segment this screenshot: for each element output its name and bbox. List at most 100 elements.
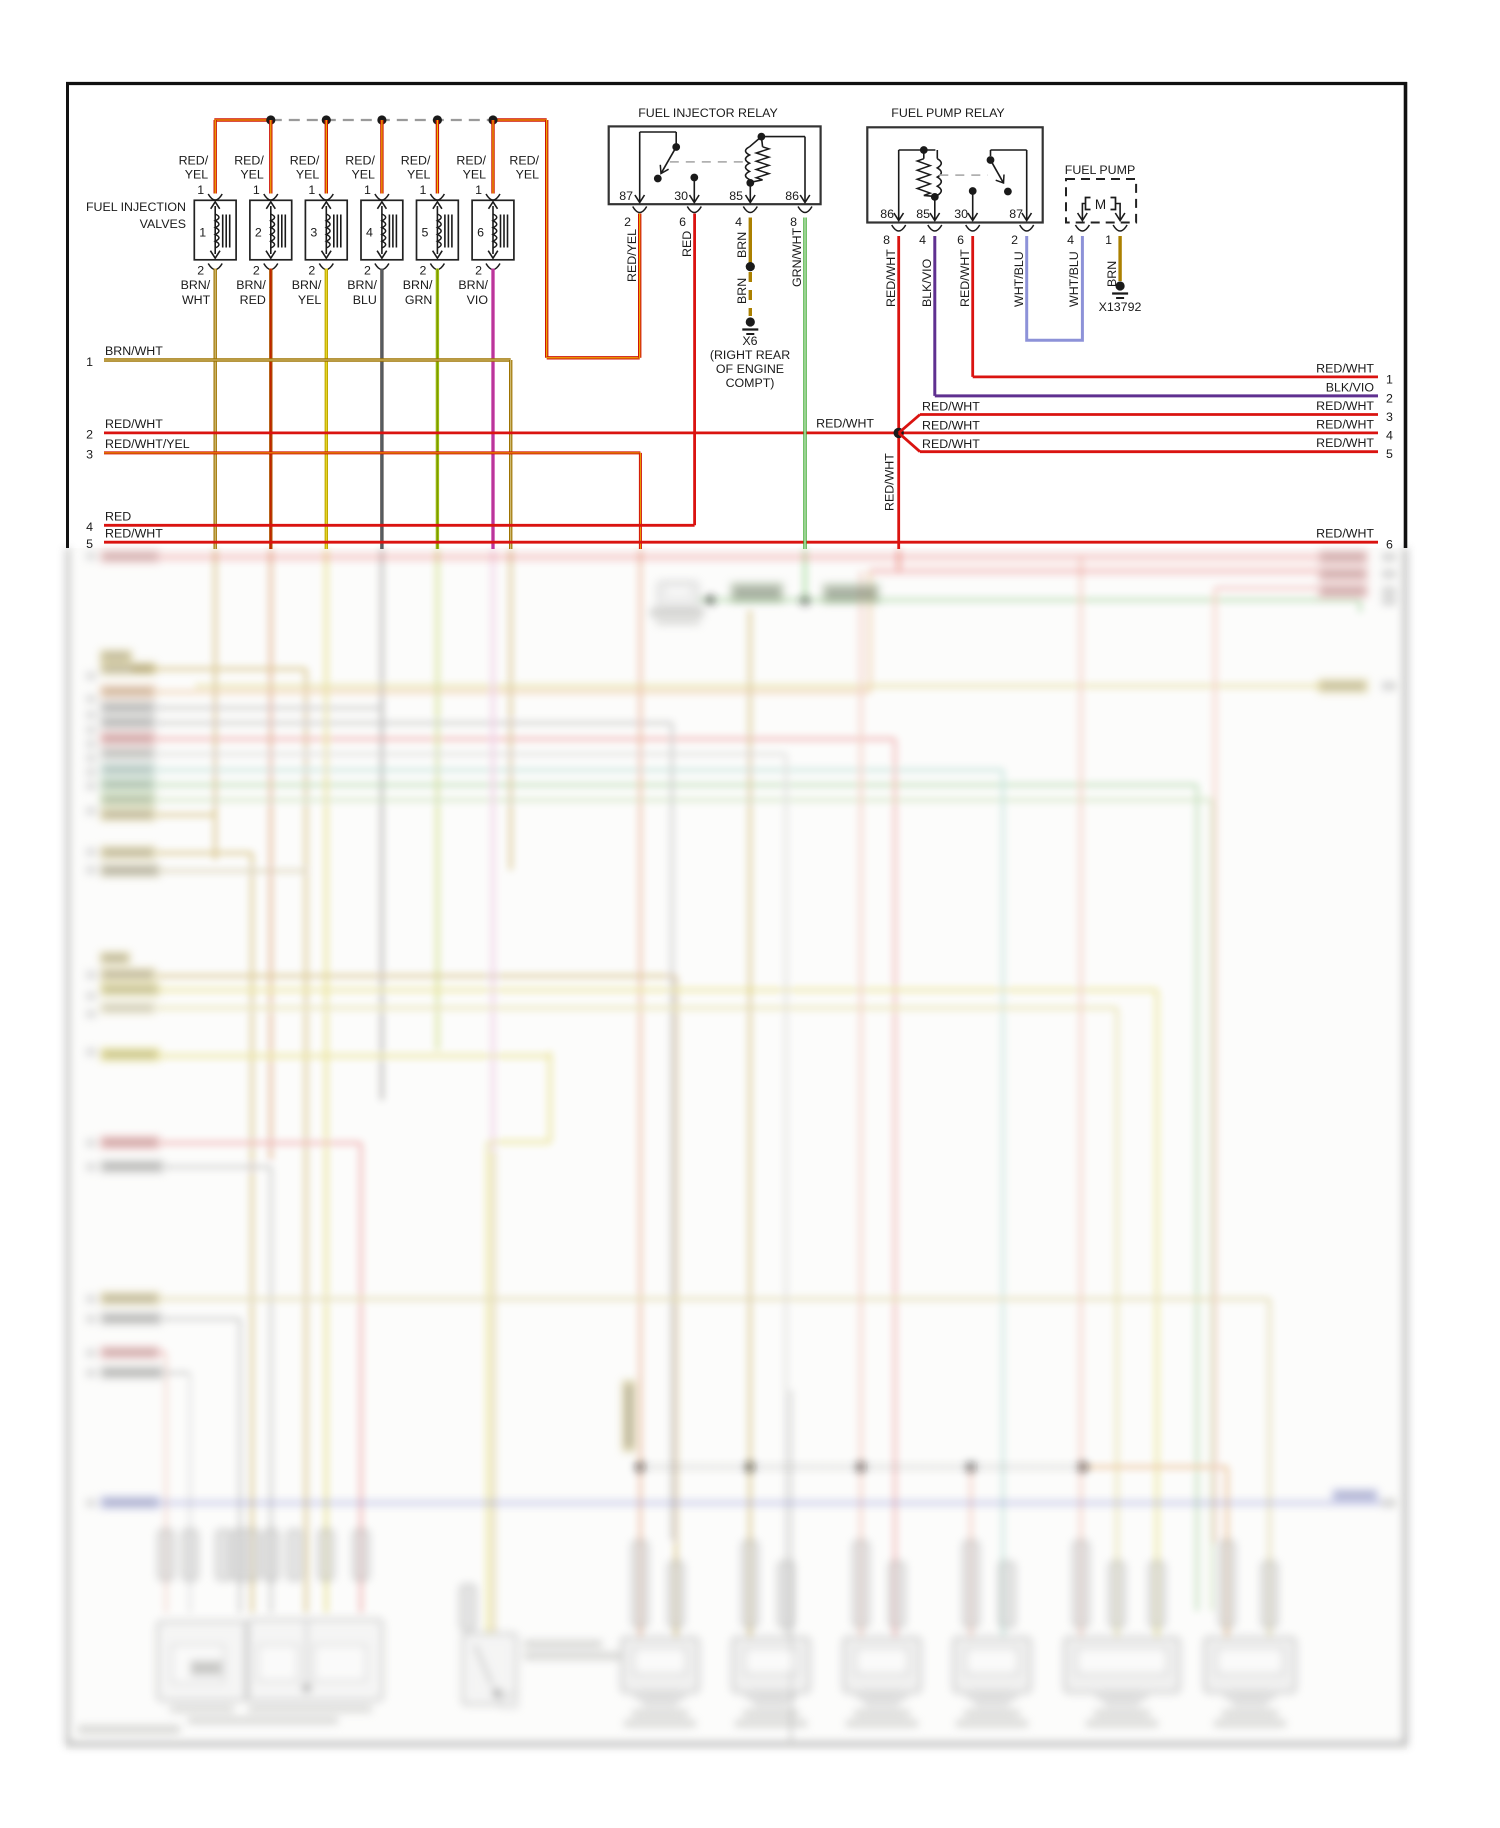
svg-text:4: 4 — [1067, 233, 1074, 247]
svg-text:RED/WHT: RED/WHT — [816, 417, 874, 431]
svg-text:GRN/WHT: GRN/WHT — [790, 227, 804, 287]
svg-text:5: 5 — [421, 226, 428, 240]
svg-text:YEL: YEL — [407, 168, 431, 182]
svg-text:RED: RED — [680, 231, 694, 257]
svg-text:RED/WHT: RED/WHT — [883, 453, 897, 511]
svg-text:BRN: BRN — [1105, 261, 1119, 287]
svg-text:OF ENGINE: OF ENGINE — [716, 362, 784, 376]
svg-text:BRN/: BRN/ — [347, 278, 377, 292]
svg-text:1: 1 — [1105, 233, 1112, 247]
svg-text:RED: RED — [240, 293, 266, 307]
svg-text:BRN/: BRN/ — [403, 278, 433, 292]
svg-text:RED/WHT: RED/WHT — [1316, 399, 1374, 413]
svg-text:FUEL PUMP RELAY: FUEL PUMP RELAY — [891, 106, 1004, 120]
svg-text:6: 6 — [957, 233, 964, 247]
svg-text:1: 1 — [308, 183, 315, 197]
svg-text:3: 3 — [86, 448, 93, 462]
svg-text:YEL: YEL — [351, 168, 375, 182]
svg-text:1: 1 — [253, 183, 260, 197]
svg-text:FUEL PUMP: FUEL PUMP — [1065, 163, 1135, 177]
svg-text:2: 2 — [253, 264, 260, 278]
svg-text:30: 30 — [954, 207, 968, 221]
svg-text:4: 4 — [86, 520, 93, 534]
svg-text:VIO: VIO — [467, 293, 489, 307]
svg-text:RED/: RED/ — [179, 154, 209, 168]
svg-text:RED/WHT/YEL: RED/WHT/YEL — [105, 437, 190, 451]
svg-text:COMPT): COMPT) — [726, 376, 775, 390]
svg-text:BRN: BRN — [735, 232, 749, 258]
svg-text:1: 1 — [364, 183, 371, 197]
svg-text:6: 6 — [477, 226, 484, 240]
svg-text:RED/: RED/ — [401, 154, 431, 168]
svg-text:RED/WHT: RED/WHT — [922, 419, 980, 433]
svg-text:4: 4 — [366, 226, 373, 240]
svg-text:4: 4 — [1386, 428, 1393, 442]
svg-text:WHT/BLU: WHT/BLU — [1012, 251, 1026, 307]
svg-text:X13792: X13792 — [1099, 300, 1142, 314]
svg-text:85: 85 — [729, 189, 743, 203]
svg-text:FUEL INJECTOR RELAY: FUEL INJECTOR RELAY — [638, 106, 778, 120]
svg-text:(RIGHT REAR: (RIGHT REAR — [710, 348, 790, 362]
svg-text:2: 2 — [308, 264, 315, 278]
svg-text:YEL: YEL — [298, 293, 322, 307]
svg-text:FUEL INJECTION: FUEL INJECTION — [86, 200, 186, 214]
svg-text:2: 2 — [364, 264, 371, 278]
svg-text:YEL: YEL — [296, 168, 320, 182]
svg-text:RED/: RED/ — [456, 154, 486, 168]
svg-text:30: 30 — [674, 189, 688, 203]
svg-text:YEL: YEL — [185, 168, 209, 182]
svg-text:RED/YEL: RED/YEL — [625, 229, 639, 282]
svg-text:BRN: BRN — [735, 278, 749, 304]
svg-text:M: M — [1095, 197, 1106, 212]
svg-text:5: 5 — [86, 537, 93, 551]
svg-text:GRN: GRN — [405, 293, 433, 307]
svg-text:85: 85 — [916, 207, 930, 221]
svg-text:2: 2 — [624, 215, 631, 229]
svg-text:RED/: RED/ — [345, 154, 375, 168]
svg-text:86: 86 — [785, 189, 799, 203]
svg-text:5: 5 — [1386, 447, 1393, 461]
svg-text:2: 2 — [86, 428, 93, 442]
svg-text:RED/WHT: RED/WHT — [922, 400, 980, 414]
svg-text:2: 2 — [419, 264, 426, 278]
svg-text:RED/WHT: RED/WHT — [1316, 436, 1374, 450]
svg-text:87: 87 — [1009, 207, 1023, 221]
svg-text:RED/: RED/ — [509, 154, 539, 168]
svg-text:BLU: BLU — [353, 293, 377, 307]
svg-text:6: 6 — [1386, 538, 1393, 552]
svg-text:86: 86 — [880, 207, 894, 221]
svg-text:RED/WHT: RED/WHT — [105, 417, 163, 431]
svg-text:6: 6 — [679, 215, 686, 229]
svg-text:RED: RED — [105, 510, 131, 524]
svg-text:1: 1 — [197, 183, 204, 197]
svg-text:RED/: RED/ — [290, 154, 320, 168]
svg-text:YEL: YEL — [516, 168, 540, 182]
svg-text:WHT/BLU: WHT/BLU — [1067, 251, 1081, 307]
svg-text:4: 4 — [919, 233, 926, 247]
svg-text:1: 1 — [475, 183, 482, 197]
svg-text:87: 87 — [619, 189, 633, 203]
svg-text:RED/WHT: RED/WHT — [958, 249, 972, 307]
svg-text:X6: X6 — [742, 334, 757, 348]
svg-text:BRN/: BRN/ — [292, 278, 322, 292]
svg-text:2: 2 — [1011, 233, 1018, 247]
svg-text:RED/: RED/ — [234, 154, 264, 168]
svg-text:BRN/: BRN/ — [458, 278, 488, 292]
svg-text:1: 1 — [1386, 372, 1393, 386]
svg-text:4: 4 — [735, 215, 742, 229]
svg-text:WHT: WHT — [182, 293, 211, 307]
svg-text:RED/WHT: RED/WHT — [884, 249, 898, 307]
svg-text:BRN/: BRN/ — [236, 278, 266, 292]
svg-text:2: 2 — [255, 226, 262, 240]
svg-text:RED/WHT: RED/WHT — [1316, 417, 1374, 431]
svg-text:BLK/VIO: BLK/VIO — [1326, 380, 1375, 394]
svg-text:1: 1 — [86, 355, 93, 369]
svg-text:8: 8 — [790, 215, 797, 229]
svg-text:RED/WHT: RED/WHT — [1316, 361, 1374, 375]
svg-text:BLK/VIO: BLK/VIO — [920, 258, 934, 307]
svg-text:1: 1 — [419, 183, 426, 197]
svg-text:2: 2 — [475, 264, 482, 278]
svg-text:BRN/: BRN/ — [181, 278, 211, 292]
svg-text:RED/WHT: RED/WHT — [1316, 527, 1374, 541]
svg-text:2: 2 — [197, 264, 204, 278]
